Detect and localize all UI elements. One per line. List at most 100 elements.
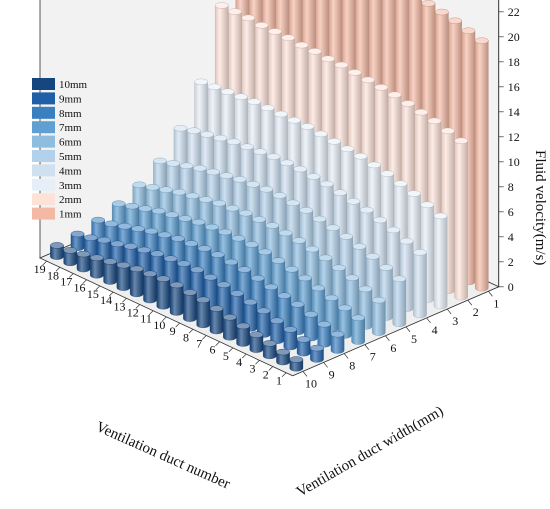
bar-body (330, 334, 345, 354)
bar-8mm-duct-1 (330, 331, 345, 354)
bar-top (209, 305, 224, 312)
x-axis-label: Ventilation duct number (93, 419, 232, 493)
bar-top (299, 207, 314, 214)
x-tick-mark (108, 291, 114, 297)
bar-top (236, 322, 250, 330)
x-tick-mark (255, 360, 260, 365)
bar-top (212, 200, 226, 207)
x-tick-mark (148, 310, 154, 315)
legend-label-1mm: 1mm (59, 209, 82, 221)
y-tick-label: 6 (390, 341, 396, 355)
bar-top (380, 170, 395, 177)
bar-top (228, 8, 242, 15)
bar-body (454, 140, 468, 301)
bar-top (281, 34, 296, 41)
bar-top (314, 130, 328, 138)
bar-body (310, 347, 324, 363)
bar-top (238, 209, 253, 217)
bar-top (178, 215, 193, 222)
bar-top (441, 127, 455, 135)
bar-top (387, 91, 402, 99)
bar-10mm-duct-9 (183, 289, 197, 322)
bar-top (272, 192, 287, 199)
x-tick-mark (268, 366, 273, 371)
bar-4mm-duct-1 (413, 249, 427, 318)
bar-body (130, 268, 144, 297)
x-tick-mark (42, 260, 47, 266)
bar-top (293, 165, 308, 173)
bar-top (241, 14, 256, 22)
bar-top (187, 127, 201, 134)
x-tick-mark (135, 304, 140, 309)
bar-top (358, 285, 373, 293)
chart-ticks: 1234567891011121314151617181912345678910… (34, 0, 520, 390)
z-axis-label: Fluid velocity(m/s) (532, 150, 548, 265)
chart-bars (50, 0, 489, 372)
y-tick-label: 8 (349, 359, 355, 373)
bar-top (223, 314, 237, 321)
bar-top (258, 248, 272, 256)
y-tick-mark (405, 326, 411, 333)
bar-10mm-duct-19 (50, 242, 64, 260)
bar-top (284, 266, 299, 273)
y-tick-mark (364, 344, 370, 350)
bar-top (156, 275, 171, 282)
bar-top (306, 173, 321, 180)
bar-top (253, 148, 268, 155)
bar-top (278, 229, 293, 237)
bar-top (132, 181, 147, 189)
bar-top (131, 225, 145, 232)
legend-swatch-6mm (32, 135, 55, 148)
y-tick-mark (488, 291, 493, 297)
bar-top (393, 180, 408, 187)
bar-top (296, 336, 311, 343)
legend-label-4mm: 4mm (59, 165, 82, 177)
bar-10mm-duct-18 (63, 247, 78, 266)
bar-6mm-duct-1 (371, 296, 386, 336)
bar-top (379, 264, 393, 271)
x-tick-label: 18 (47, 268, 59, 282)
bar-top (294, 41, 309, 49)
bar-body (223, 317, 237, 341)
legend-swatch-3mm (32, 178, 55, 191)
legend-label-6mm: 6mm (59, 137, 82, 149)
z-tick-label: 20 (508, 30, 520, 44)
y-tick-label: 9 (329, 367, 335, 381)
bar-top (151, 207, 166, 215)
bar-top (97, 236, 111, 244)
bar-body (116, 265, 131, 291)
bar-top (213, 134, 228, 142)
bar-top (200, 131, 214, 138)
bar-top (193, 165, 207, 172)
legend-label-9mm: 9mm (59, 93, 82, 105)
bar-10mm-duct-12 (143, 270, 157, 304)
z-tick-label: 4 (508, 230, 514, 244)
bar-top (125, 202, 139, 210)
bar-top (259, 186, 274, 193)
x-tick-label: 3 (249, 361, 255, 375)
bar-top (246, 181, 260, 188)
bar-10mm-duct-4 (249, 331, 264, 353)
x-tick-label: 16 (74, 281, 86, 295)
x-tick-label: 6 (210, 343, 216, 357)
bar-top (339, 233, 353, 240)
bar-top (206, 168, 220, 176)
chart-legend: 10mm 9mm 8mm 7mm 6mm 5mm 4mm 3mm 2mm 1mm (32, 78, 88, 221)
bar-top (234, 93, 248, 100)
bar-top (129, 265, 144, 273)
bar-body (169, 284, 184, 316)
x-tick-label: 11 (140, 312, 152, 326)
x-tick-mark (241, 353, 247, 359)
bar-top (373, 216, 387, 224)
x-tick-label: 17 (60, 275, 72, 289)
bar-top (266, 153, 281, 160)
bar-top (287, 117, 302, 124)
z-tick-label: 6 (508, 205, 514, 219)
x-tick-mark (122, 298, 127, 303)
bar-7mm-duct-1 (351, 314, 365, 345)
y-tick-mark (323, 362, 328, 368)
bar-top (327, 138, 341, 145)
bar-top (90, 254, 104, 261)
y-tick-label: 3 (452, 314, 458, 328)
bar-top (247, 98, 262, 105)
